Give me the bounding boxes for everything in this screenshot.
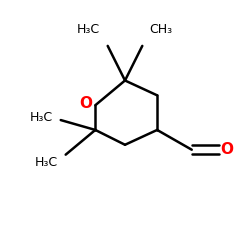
Text: CH₃: CH₃ xyxy=(150,23,173,36)
Text: H₃C: H₃C xyxy=(35,156,58,168)
Text: H₃C: H₃C xyxy=(30,111,53,124)
Text: O: O xyxy=(220,142,233,157)
Text: H₃C: H₃C xyxy=(77,23,100,36)
Text: O: O xyxy=(79,96,92,112)
